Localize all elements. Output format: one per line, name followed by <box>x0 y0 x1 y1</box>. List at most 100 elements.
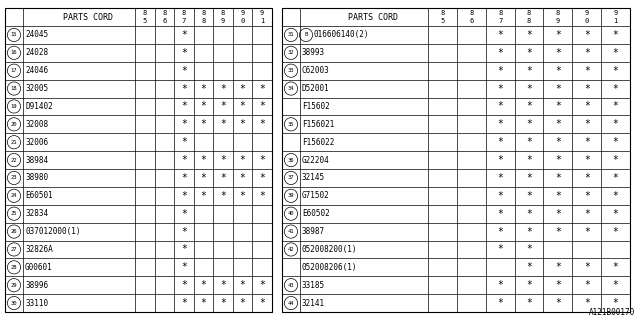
Text: 037012000(1): 037012000(1) <box>25 227 81 236</box>
Text: *: * <box>526 227 532 236</box>
Text: *: * <box>526 262 532 272</box>
Text: 9: 9 <box>584 10 589 16</box>
Text: *: * <box>181 280 187 290</box>
Text: *: * <box>526 119 532 129</box>
Text: D91402: D91402 <box>25 102 52 111</box>
Text: *: * <box>181 227 187 236</box>
Text: 21: 21 <box>11 140 17 145</box>
Text: *: * <box>220 119 226 129</box>
Text: *: * <box>200 191 207 201</box>
Text: *: * <box>497 30 503 40</box>
Bar <box>5 8 272 312</box>
Text: *: * <box>555 48 561 58</box>
Text: *: * <box>555 191 561 201</box>
Text: *: * <box>584 119 589 129</box>
Text: *: * <box>612 84 618 93</box>
Text: *: * <box>259 280 265 290</box>
Text: *: * <box>200 84 207 93</box>
Text: *: * <box>181 30 187 40</box>
Text: *: * <box>584 191 589 201</box>
Text: 32826A: 32826A <box>25 245 52 254</box>
Text: *: * <box>240 155 246 165</box>
Text: 1: 1 <box>260 18 264 24</box>
Text: *: * <box>612 227 618 236</box>
Bar <box>282 8 630 312</box>
Text: 37: 37 <box>288 175 294 180</box>
Text: 29: 29 <box>11 283 17 288</box>
Text: 41: 41 <box>288 229 294 234</box>
Text: *: * <box>497 244 503 254</box>
Text: *: * <box>497 137 503 147</box>
Text: 8: 8 <box>221 10 225 16</box>
Text: E60502: E60502 <box>302 209 330 218</box>
Text: *: * <box>555 173 561 183</box>
Text: *: * <box>181 191 187 201</box>
Text: 33185: 33185 <box>302 281 325 290</box>
Text: 32006: 32006 <box>25 138 48 147</box>
Text: 24028: 24028 <box>25 48 48 57</box>
Text: 38996: 38996 <box>25 281 48 290</box>
Text: *: * <box>526 191 532 201</box>
Text: PARTS CORD: PARTS CORD <box>348 12 398 21</box>
Text: *: * <box>612 119 618 129</box>
Text: *: * <box>240 84 246 93</box>
Text: 052008206(1): 052008206(1) <box>302 263 358 272</box>
Text: *: * <box>259 84 265 93</box>
Text: F156022: F156022 <box>302 138 334 147</box>
Text: *: * <box>220 173 226 183</box>
Text: E60501: E60501 <box>25 191 52 200</box>
Text: *: * <box>612 155 618 165</box>
Text: *: * <box>200 280 207 290</box>
Text: *: * <box>220 280 226 290</box>
Text: *: * <box>555 30 561 40</box>
Text: *: * <box>259 101 265 111</box>
Text: 38980: 38980 <box>25 173 48 182</box>
Text: *: * <box>555 155 561 165</box>
Text: *: * <box>555 280 561 290</box>
Text: *: * <box>526 48 532 58</box>
Text: *: * <box>200 119 207 129</box>
Text: *: * <box>497 48 503 58</box>
Text: *: * <box>555 66 561 76</box>
Text: *: * <box>220 298 226 308</box>
Text: *: * <box>555 137 561 147</box>
Text: 9: 9 <box>260 10 264 16</box>
Text: 33110: 33110 <box>25 299 48 308</box>
Text: *: * <box>497 173 503 183</box>
Text: C62003: C62003 <box>302 66 330 75</box>
Text: 35: 35 <box>288 122 294 127</box>
Text: *: * <box>555 119 561 129</box>
Text: F15602: F15602 <box>302 102 330 111</box>
Text: 26: 26 <box>11 229 17 234</box>
Text: *: * <box>555 298 561 308</box>
Text: 8: 8 <box>202 18 205 24</box>
Text: 32141: 32141 <box>302 299 325 308</box>
Text: *: * <box>181 209 187 219</box>
Text: *: * <box>612 209 618 219</box>
Text: 19: 19 <box>11 104 17 109</box>
Text: *: * <box>181 119 187 129</box>
Text: *: * <box>584 262 589 272</box>
Text: *: * <box>612 137 618 147</box>
Text: 38987: 38987 <box>302 227 325 236</box>
Text: 8: 8 <box>202 10 205 16</box>
Text: G22204: G22204 <box>302 156 330 164</box>
Text: 44: 44 <box>288 300 294 306</box>
Text: *: * <box>200 173 207 183</box>
Text: 8: 8 <box>182 10 186 16</box>
Text: *: * <box>526 280 532 290</box>
Text: *: * <box>497 280 503 290</box>
Text: *: * <box>240 173 246 183</box>
Text: *: * <box>181 101 187 111</box>
Text: F156021: F156021 <box>302 120 334 129</box>
Text: *: * <box>612 298 618 308</box>
Text: D52001: D52001 <box>302 84 330 93</box>
Text: *: * <box>497 298 503 308</box>
Text: *: * <box>200 155 207 165</box>
Text: 9: 9 <box>241 10 244 16</box>
Text: 32005: 32005 <box>25 84 48 93</box>
Text: *: * <box>526 298 532 308</box>
Text: *: * <box>584 30 589 40</box>
Text: *: * <box>259 191 265 201</box>
Text: *: * <box>584 137 589 147</box>
